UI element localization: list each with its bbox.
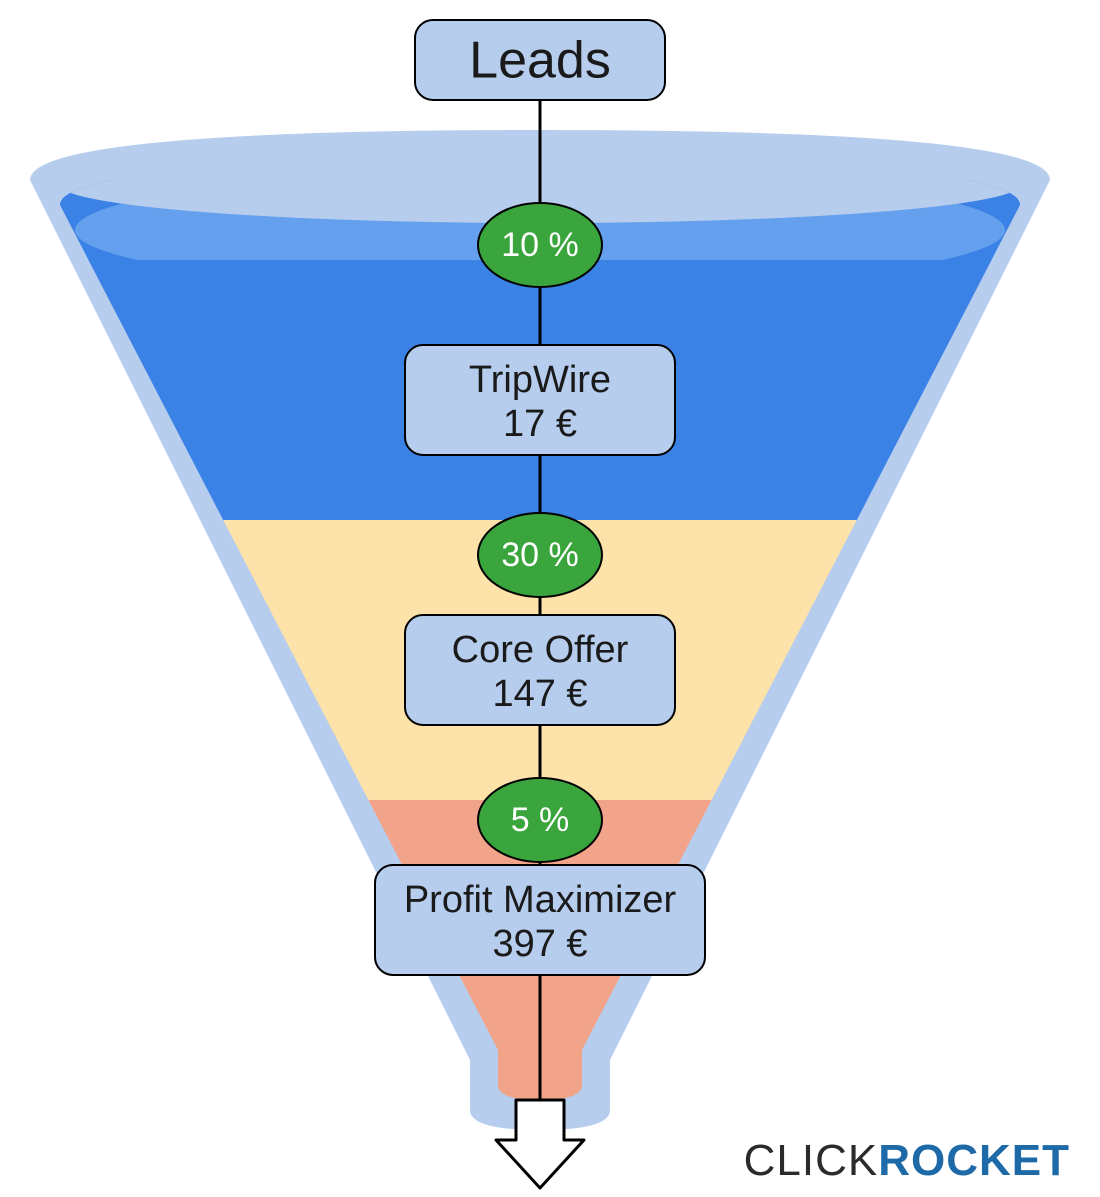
stage-title-core: Core Offer xyxy=(452,629,629,671)
stage-title-profit: Profit Maximizer xyxy=(404,879,677,921)
brand-logo: CLICKROCKET xyxy=(744,1136,1070,1185)
stage-core: Core Offer147 € xyxy=(405,615,675,725)
conversion-badge-1: 30 % xyxy=(478,513,602,597)
conversion-label-0: 10 % xyxy=(501,226,579,264)
stage-title-leads: Leads xyxy=(469,32,611,90)
funnel-diagram: 10 % 30 % 5 % Leads TripWire17 € Core Offer14… xyxy=(0,0,1100,1197)
conversion-badge-2: 5 % xyxy=(478,778,602,862)
stage-price-core: 147 € xyxy=(492,673,587,715)
stage-leads: Leads xyxy=(415,20,665,100)
conversion-badge-0: 10 % xyxy=(478,203,602,287)
stage-price-profit: 397 € xyxy=(492,923,587,965)
stage-price-trip: 17 € xyxy=(503,403,577,445)
stage-profit: Profit Maximizer397 € xyxy=(375,865,705,975)
brand-logo-part2: ROCKET xyxy=(878,1136,1070,1185)
brand-logo-part1: CLICK xyxy=(744,1136,879,1185)
conversion-label-2: 5 % xyxy=(511,801,570,839)
conversion-label-1: 30 % xyxy=(501,536,579,574)
stage-trip: TripWire17 € xyxy=(405,345,675,455)
stage-title-trip: TripWire xyxy=(469,359,611,401)
